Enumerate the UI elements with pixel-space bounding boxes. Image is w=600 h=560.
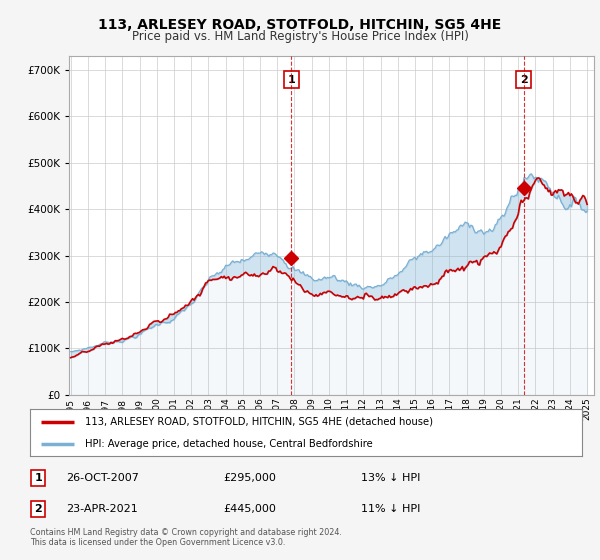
Text: Price paid vs. HM Land Registry's House Price Index (HPI): Price paid vs. HM Land Registry's House … bbox=[131, 30, 469, 43]
Text: 2: 2 bbox=[34, 503, 42, 514]
Text: 1: 1 bbox=[287, 74, 295, 85]
Text: 13% ↓ HPI: 13% ↓ HPI bbox=[361, 473, 421, 483]
Text: 2: 2 bbox=[520, 74, 527, 85]
Text: 113, ARLESEY ROAD, STOTFOLD, HITCHIN, SG5 4HE: 113, ARLESEY ROAD, STOTFOLD, HITCHIN, SG… bbox=[98, 18, 502, 32]
Text: Contains HM Land Registry data © Crown copyright and database right 2024.
This d: Contains HM Land Registry data © Crown c… bbox=[30, 528, 342, 547]
Text: 11% ↓ HPI: 11% ↓ HPI bbox=[361, 503, 421, 514]
Text: 23-APR-2021: 23-APR-2021 bbox=[66, 503, 137, 514]
Text: 26-OCT-2007: 26-OCT-2007 bbox=[66, 473, 139, 483]
Text: HPI: Average price, detached house, Central Bedfordshire: HPI: Average price, detached house, Cent… bbox=[85, 438, 373, 449]
Text: 113, ARLESEY ROAD, STOTFOLD, HITCHIN, SG5 4HE (detached house): 113, ARLESEY ROAD, STOTFOLD, HITCHIN, SG… bbox=[85, 417, 433, 427]
Text: 1: 1 bbox=[34, 473, 42, 483]
Text: £445,000: £445,000 bbox=[223, 503, 276, 514]
Text: £295,000: £295,000 bbox=[223, 473, 276, 483]
